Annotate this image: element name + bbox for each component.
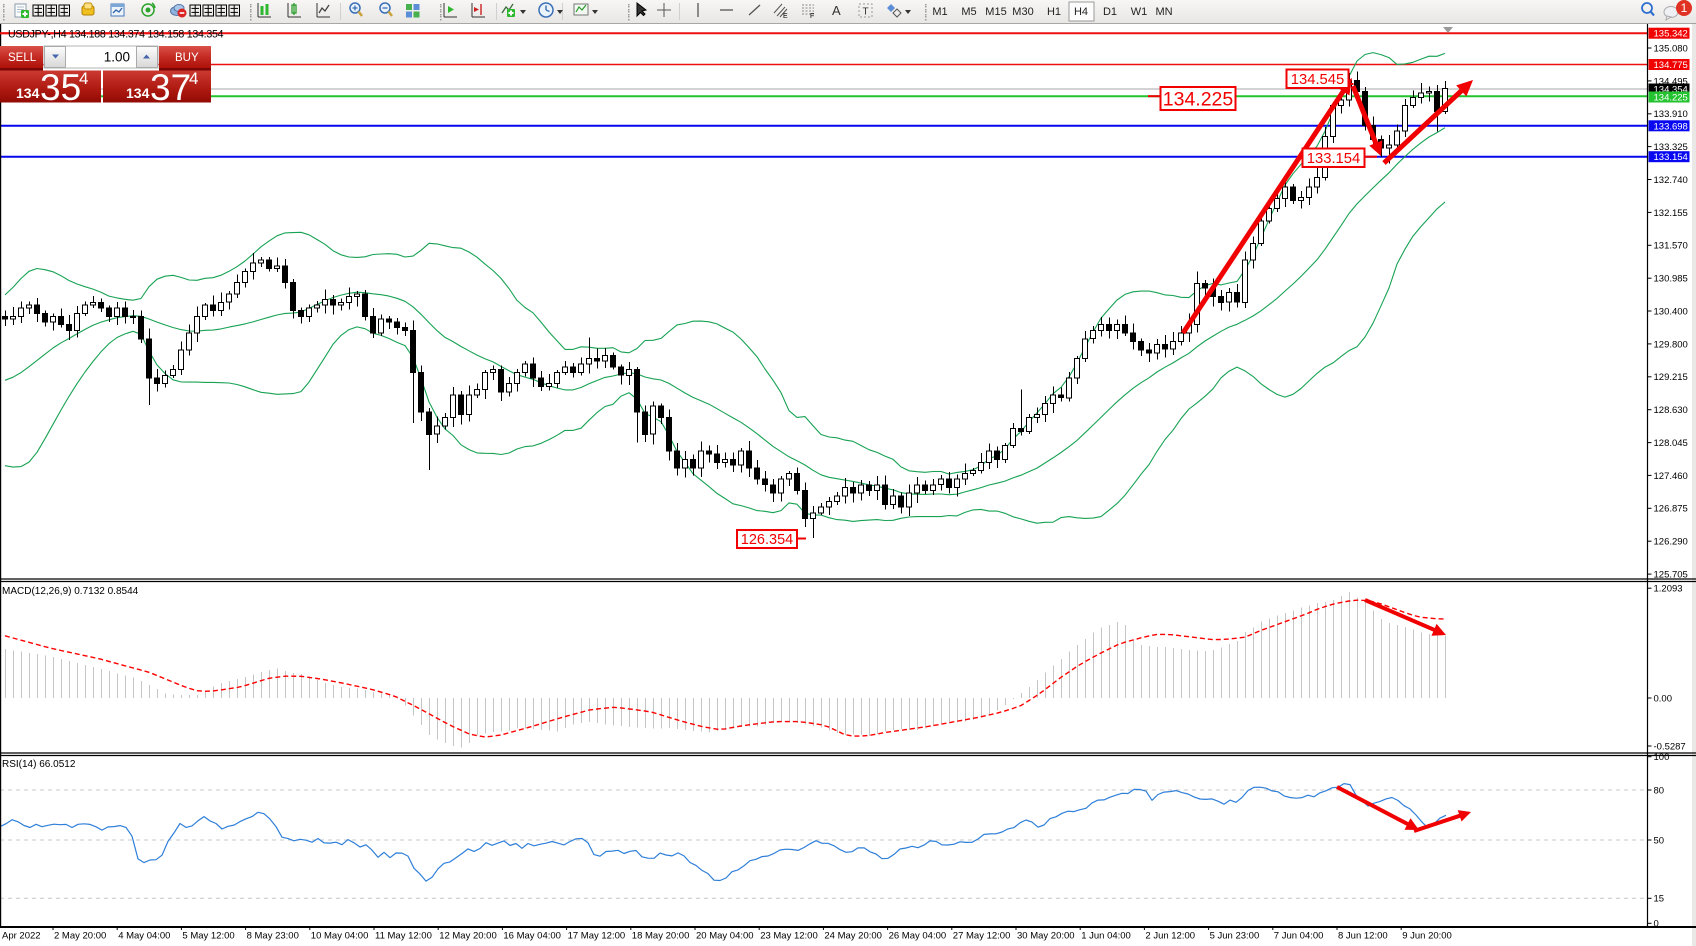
- svg-text:30 May 20:00: 30 May 20:00: [1017, 931, 1075, 942]
- svg-text:RSI(14) 66.0512: RSI(14) 66.0512: [2, 759, 76, 770]
- svg-text:M15: M15: [985, 6, 1006, 18]
- svg-text:1 Jun 04:00: 1 Jun 04:00: [1081, 931, 1131, 942]
- svg-text:134: 134: [16, 85, 40, 101]
- svg-text:134.225: 134.225: [1654, 93, 1688, 104]
- svg-text:133.698: 133.698: [1654, 121, 1688, 132]
- svg-text:M5: M5: [961, 6, 976, 18]
- svg-text:SELL: SELL: [8, 52, 37, 64]
- svg-text:133.910: 133.910: [1654, 109, 1688, 120]
- svg-text:H1: H1: [1047, 6, 1061, 18]
- svg-text:4 May 04:00: 4 May 04:00: [118, 931, 170, 942]
- svg-text:134.545: 134.545: [1291, 72, 1345, 88]
- svg-text:135.342: 135.342: [1654, 29, 1688, 40]
- svg-text:131.570: 131.570: [1654, 241, 1688, 252]
- svg-text:1.00: 1.00: [104, 50, 130, 65]
- svg-text:1: 1: [1681, 1, 1688, 15]
- svg-text:134: 134: [126, 85, 150, 101]
- svg-text:16 May 04:00: 16 May 04:00: [503, 931, 561, 942]
- svg-text:-0.5287: -0.5287: [1654, 741, 1686, 752]
- svg-text:127.460: 127.460: [1654, 471, 1688, 482]
- svg-text:50: 50: [1654, 835, 1665, 846]
- svg-text:132.155: 132.155: [1654, 208, 1688, 219]
- svg-text:T: T: [863, 7, 869, 18]
- svg-text:5 Jun 23:00: 5 Jun 23:00: [1210, 931, 1260, 942]
- svg-text:100: 100: [1654, 752, 1670, 763]
- svg-text:4: 4: [189, 69, 198, 88]
- svg-text:125.705: 125.705: [1654, 570, 1688, 581]
- svg-text:20 May 04:00: 20 May 04:00: [696, 931, 754, 942]
- svg-text:M1: M1: [932, 6, 947, 18]
- svg-text:9 Jun 20:00: 9 Jun 20:00: [1402, 931, 1452, 942]
- svg-text:7 Jun 04:00: 7 Jun 04:00: [1274, 931, 1324, 942]
- svg-text:133.154: 133.154: [1654, 152, 1688, 163]
- svg-text:1.2093: 1.2093: [1654, 584, 1683, 595]
- svg-text:Apr 2022: Apr 2022: [2, 931, 41, 942]
- svg-text:12 May 20:00: 12 May 20:00: [439, 931, 497, 942]
- svg-text:8 Jun 12:00: 8 Jun 12:00: [1338, 931, 1388, 942]
- svg-text:35: 35: [40, 67, 81, 108]
- svg-text:0.00: 0.00: [1654, 693, 1673, 704]
- svg-text:A: A: [832, 3, 841, 18]
- svg-text:23 May 12:00: 23 May 12:00: [760, 931, 818, 942]
- svg-text:132.740: 132.740: [1654, 175, 1688, 186]
- svg-text:80: 80: [1654, 785, 1665, 796]
- svg-text:24 May 20:00: 24 May 20:00: [824, 931, 882, 942]
- svg-text:134.495: 134.495: [1654, 76, 1688, 87]
- svg-text:17 May 12:00: 17 May 12:00: [568, 931, 626, 942]
- svg-text:15: 15: [1654, 894, 1665, 905]
- svg-text:E: E: [783, 13, 788, 20]
- svg-text:128.045: 128.045: [1654, 438, 1688, 449]
- svg-text:2 Jun 12:00: 2 Jun 12:00: [1145, 931, 1195, 942]
- svg-text:133.154: 133.154: [1307, 151, 1361, 167]
- svg-text:MN: MN: [1155, 6, 1172, 18]
- svg-text:11 May 12:00: 11 May 12:00: [375, 931, 432, 942]
- svg-text:129.215: 129.215: [1654, 372, 1688, 383]
- svg-text:MACD(12,26,9) 0.7132 0.8544: MACD(12,26,9) 0.7132 0.8544: [2, 586, 139, 597]
- svg-text:10 May 04:00: 10 May 04:00: [311, 931, 369, 942]
- svg-text:2 May 20:00: 2 May 20:00: [54, 931, 106, 942]
- svg-text:4: 4: [79, 69, 88, 88]
- svg-text:133.325: 133.325: [1654, 142, 1688, 153]
- svg-text:128.630: 128.630: [1654, 405, 1688, 416]
- svg-text:8 May 23:00: 8 May 23:00: [247, 931, 299, 942]
- svg-text:130.985: 130.985: [1654, 274, 1688, 285]
- svg-text:126.875: 126.875: [1654, 504, 1688, 515]
- svg-text:F: F: [810, 13, 814, 20]
- svg-text:5 May 12:00: 5 May 12:00: [182, 931, 234, 942]
- svg-text:134.225: 134.225: [1163, 88, 1234, 110]
- svg-text:126.354: 126.354: [741, 532, 793, 548]
- svg-text:129.800: 129.800: [1654, 339, 1688, 350]
- svg-text:134.775: 134.775: [1654, 60, 1688, 71]
- svg-text:BUY: BUY: [175, 52, 199, 64]
- svg-text:H4: H4: [1074, 6, 1088, 18]
- svg-text:USDJPY-,H4 134.188 134.374 13: USDJPY-,H4 134.188 134.374 134.158 134.3…: [8, 29, 224, 41]
- svg-text:W1: W1: [1131, 6, 1148, 18]
- svg-text:18 May 20:00: 18 May 20:00: [632, 931, 690, 942]
- svg-text:37: 37: [150, 67, 191, 108]
- svg-text:27 May 12:00: 27 May 12:00: [953, 931, 1011, 942]
- svg-text:26 May 04:00: 26 May 04:00: [889, 931, 947, 942]
- svg-text:135.080: 135.080: [1654, 43, 1688, 54]
- svg-text:M30: M30: [1012, 6, 1033, 18]
- svg-text:134.354: 134.354: [1654, 85, 1688, 96]
- svg-text:D1: D1: [1103, 6, 1117, 18]
- svg-text:0: 0: [1654, 919, 1659, 930]
- svg-text:126.290: 126.290: [1654, 537, 1688, 548]
- svg-text:130.400: 130.400: [1654, 306, 1688, 317]
